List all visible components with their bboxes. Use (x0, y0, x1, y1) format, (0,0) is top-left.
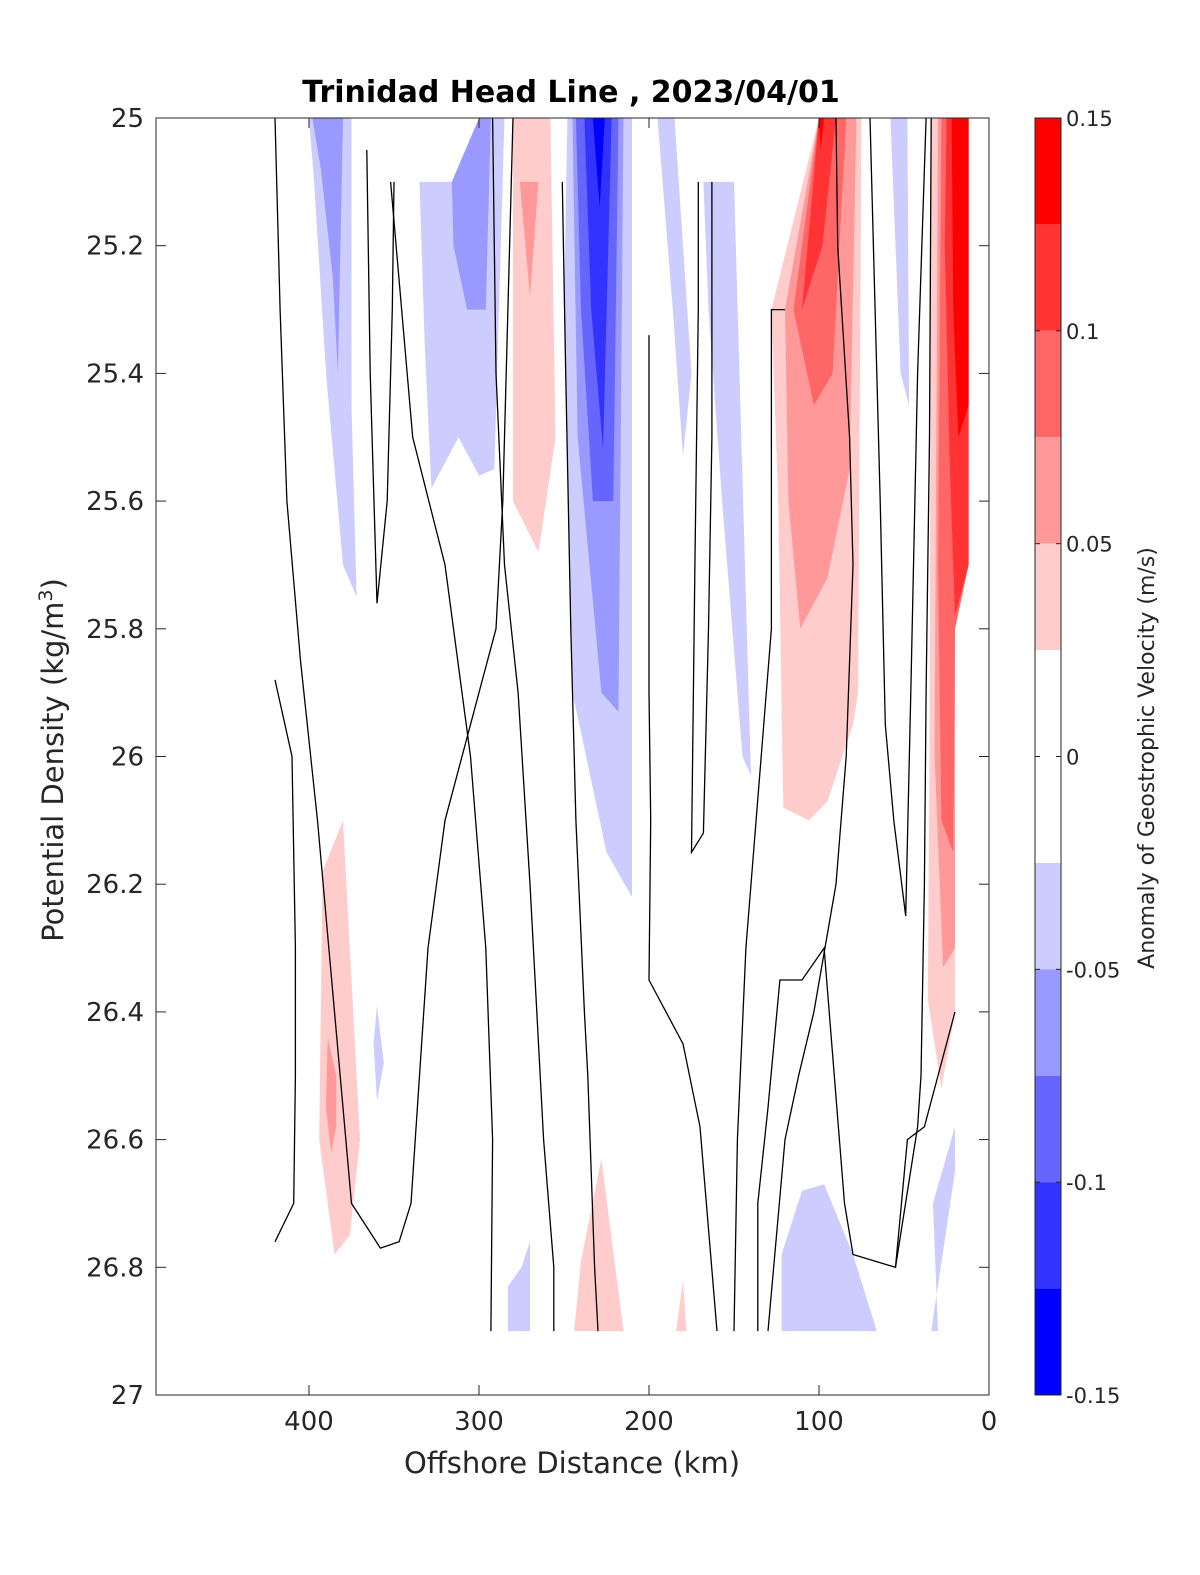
filled-contour-regions (309, 118, 969, 1332)
region-neg-top-left-2 (312, 118, 343, 374)
region-neg-core-4 (584, 118, 612, 450)
x-tick-label: 400 (284, 1407, 334, 1437)
region-neg-a-small (373, 1005, 384, 1102)
colorbar-segment (1035, 1288, 1061, 1395)
colorbar-segment (1035, 330, 1061, 438)
x-axis: 400 300 200 100 0 (284, 118, 997, 1437)
region-neg-right-mid (657, 118, 692, 457)
chart-title: Trinidad Head Line , 2023/04/01 (302, 75, 839, 110)
region-neg-core-5 (592, 118, 605, 208)
region-neg-far-right (890, 118, 910, 406)
contour-4 (389, 181, 494, 1332)
y-tick-label: 25.6 (86, 487, 144, 517)
x-tick-label: 0 (981, 1407, 998, 1437)
y-tick-label: 25 (111, 104, 144, 134)
y-axis-label-main: Potential Density (kg/m (36, 602, 70, 942)
region-pos-bottom-2 (676, 1280, 687, 1332)
contour-11 (767, 118, 854, 1332)
colorbar-ticks: 0.15 0.1 0.05 0 -0.05 -0.1 -0.15 (1035, 107, 1120, 1408)
y-tick-label: 26.6 (86, 1126, 144, 1156)
region-pos-top-mid-2 (519, 181, 539, 297)
region-pos-right-3 (793, 118, 847, 406)
contour-1 (274, 118, 514, 1249)
contour-12 (869, 118, 927, 917)
region-pos-edge-5 (951, 118, 969, 438)
region-neg-bottom-2 (781, 1184, 877, 1332)
colorbar-segment (1035, 1075, 1061, 1183)
colorbar-segment (1035, 862, 1061, 970)
region-neg-bottom-1 (507, 1241, 530, 1332)
y-tick-label: 25.4 (86, 359, 144, 389)
zero-contour-lines (274, 118, 956, 1332)
colorbar-segment (1035, 224, 1061, 331)
contour-13 (894, 118, 932, 1268)
contour-2 (274, 679, 297, 1243)
region-neg-top-left-1 (309, 118, 357, 597)
region-pos-top-mid (513, 118, 556, 553)
region-pos-a-2 (326, 1037, 337, 1153)
contour-5 (491, 118, 555, 1332)
contour-3 (366, 149, 395, 604)
y-axis-label: Potential Density (kg/m3) (35, 578, 70, 942)
y-tick-label: 25.2 (86, 232, 144, 262)
x-axis-label: Offshore Distance (km) (404, 1446, 740, 1480)
colorbar-tick-label: 0.1 (1066, 320, 1099, 344)
contour-10 (733, 308, 785, 1332)
region-neg-right-mid-2 (703, 181, 751, 776)
y-axis: 25 25.2 25.4 25.6 25.8 26 26.2 26.4 26.6 26.8 27 (86, 104, 989, 1411)
colorbar-tick-label: -0.1 (1066, 1171, 1107, 1195)
x-tick-label: 200 (624, 1407, 674, 1437)
region-pos-right-4 (802, 118, 836, 310)
colorbar-segment (1035, 118, 1061, 225)
region-neg-bottom-3 (931, 1126, 955, 1332)
region-neg-top-mid-2 (451, 118, 491, 310)
colorbar-tick-label: -0.15 (1066, 1384, 1120, 1408)
colorbar-tick-label: 0 (1066, 746, 1079, 770)
colorbar-tick-label: -0.05 (1066, 958, 1120, 982)
y-tick-label: 25.8 (86, 615, 144, 645)
x-tick-label: 300 (454, 1407, 504, 1437)
region-pos-right-5 (819, 118, 825, 150)
y-axis-label-end: ) (36, 578, 70, 589)
y-tick-label: 26.8 (86, 1253, 144, 1283)
contour-9 (757, 946, 956, 1332)
colorbar-segment (1035, 543, 1061, 651)
y-tick-label: 26.4 (86, 998, 144, 1028)
x-tick-label: 100 (794, 1407, 844, 1437)
colorbar-tick-label: 0.15 (1066, 107, 1113, 131)
y-axis-label-superscript: 3 (35, 589, 57, 601)
contour-6 (561, 181, 599, 1332)
contour-8 (690, 181, 713, 855)
y-tick-label: 26 (111, 743, 144, 773)
y-tick-label: 27 (111, 1381, 144, 1411)
colorbar-tick-label: 0.05 (1066, 533, 1113, 557)
colorbar-segment (1035, 437, 1061, 544)
region-pos-a-1 (319, 820, 360, 1255)
colorbar (1035, 118, 1061, 1395)
y-tick-label: 26.2 (86, 870, 144, 900)
colorbar-segment (1035, 1182, 1061, 1289)
colorbar-label: Anomaly of Geostrophic Velocity (m/s) (1135, 547, 1160, 969)
colorbar-segment (1035, 969, 1061, 1076)
contour-7 (648, 335, 718, 1332)
region-pos-bottom-1 (574, 1158, 624, 1332)
